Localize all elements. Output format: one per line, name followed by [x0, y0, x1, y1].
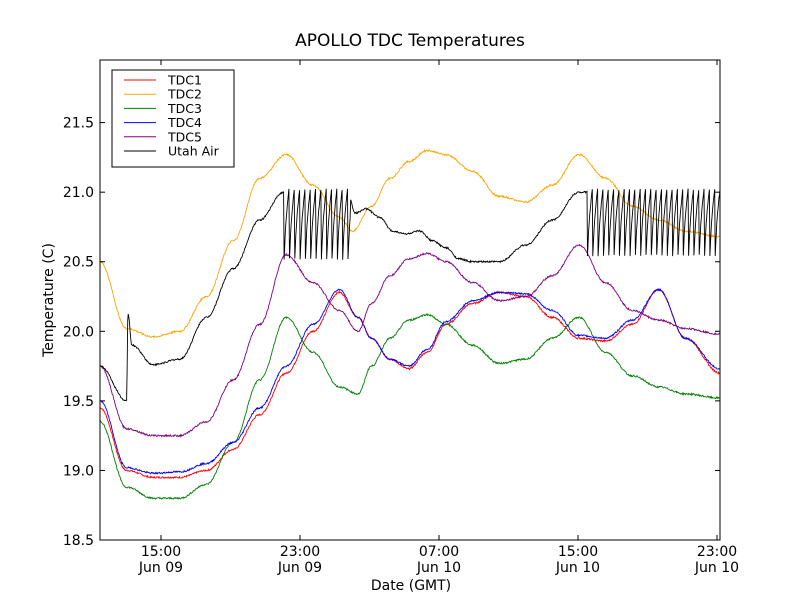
y-tick-label: 18.5	[63, 533, 94, 549]
y-axis-label: Temperature (C)	[41, 243, 57, 358]
series-line-tdc4	[100, 287, 720, 475]
y-tick-label: 20.5	[63, 255, 94, 271]
legend-label: TDC3	[167, 101, 202, 116]
series-line-tdc3	[100, 313, 720, 500]
x-tick-label-time: 23:00	[280, 544, 320, 560]
x-tick-label-date: Jun 10	[555, 560, 600, 576]
series-line-tdc2	[100, 148, 720, 339]
series-line-tdc1	[100, 288, 720, 480]
x-tick-label-time: 15:00	[141, 544, 181, 560]
series-line-tdc5	[100, 243, 720, 438]
x-axis-label: Date (GMT)	[371, 578, 451, 594]
series-line-utah-air	[100, 188, 720, 402]
x-tick-label-date: Jun 09	[277, 560, 322, 576]
y-axis: 18.5 19.0 19.5 20.0 20.5 21.0 21.5	[63, 116, 720, 549]
x-tick-label-time: 15:00	[558, 544, 598, 560]
legend-label: TDC5	[167, 129, 202, 144]
legend-label: Utah Air	[168, 144, 220, 159]
x-tick-label-time: 07:00	[419, 544, 459, 560]
x-tick-label-date: Jun 09	[138, 560, 183, 576]
y-tick-label: 21.5	[63, 116, 94, 132]
series-layer	[100, 148, 720, 500]
x-tick-label-time: 23:00	[697, 544, 737, 560]
x-tick-label-date: Jun 10	[694, 560, 739, 576]
legend-label: TDC2	[167, 87, 202, 102]
y-tick-label: 21.0	[63, 185, 94, 201]
x-tick-label-date: Jun 10	[416, 560, 461, 576]
y-tick-label: 19.0	[63, 463, 94, 479]
legend-label: TDC4	[167, 115, 202, 130]
chart-title: APOLLO TDC Temperatures	[295, 31, 525, 51]
plot-frame	[99, 59, 721, 541]
y-tick-label: 19.5	[63, 394, 94, 410]
legend-label: TDC1	[167, 73, 202, 88]
y-tick-label: 20.0	[63, 324, 94, 340]
